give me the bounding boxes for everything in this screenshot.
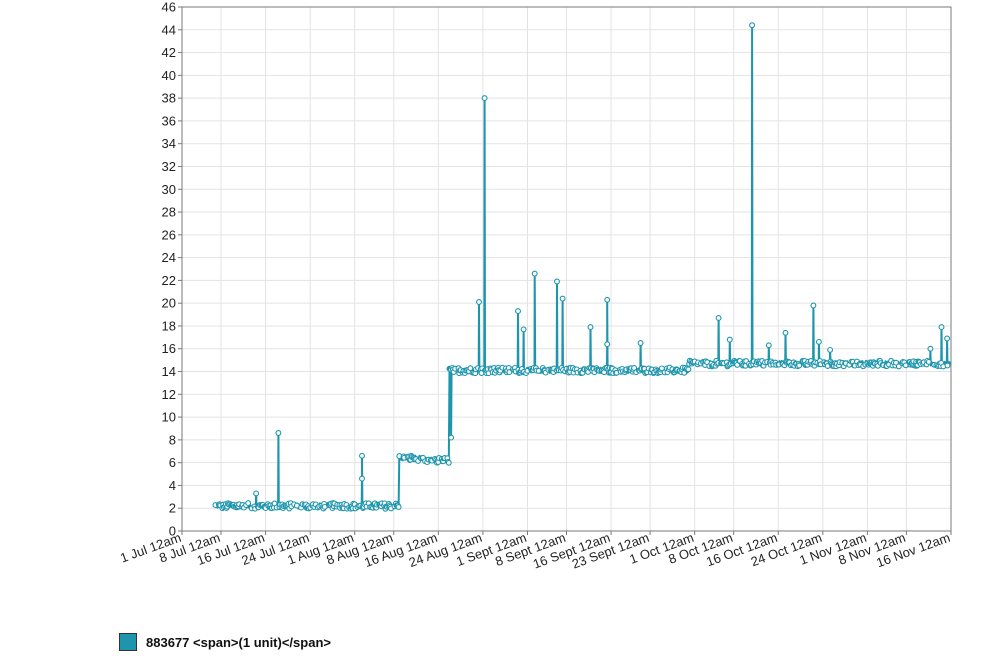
spike-point (604, 341, 611, 348)
y-tick-label: 34 (162, 136, 176, 151)
data-point (944, 362, 951, 369)
y-tick-label: 2 (169, 501, 176, 516)
y-tick-label: 30 (162, 182, 176, 197)
y-tick-label: 44 (162, 22, 176, 37)
y-tick-label: 14 (162, 364, 176, 379)
spike-point (749, 22, 756, 29)
spike-point (481, 95, 488, 102)
y-tick-label: 18 (162, 318, 176, 333)
y-tick-label: 16 (162, 341, 176, 356)
spike-point (765, 342, 772, 349)
spike-point (726, 336, 733, 343)
data-point (395, 504, 402, 510)
spike-point (938, 324, 945, 331)
spike-point (359, 452, 365, 459)
spike-point (253, 490, 260, 497)
spike-point (587, 324, 594, 331)
spike-point (782, 329, 789, 336)
series-plot (212, 22, 952, 512)
y-tick-label: 20 (162, 296, 176, 311)
spike-point (827, 346, 834, 353)
y-tick-label: 4 (169, 478, 176, 493)
y-tick-label: 38 (162, 91, 176, 106)
data-point (685, 366, 692, 373)
y-axis-tick-labels: 0246810121416182022242628303234363840424… (162, 0, 176, 539)
spike-point (604, 296, 611, 303)
y-tick-label: 10 (162, 410, 176, 425)
spike-point (815, 338, 822, 345)
spike-point (554, 278, 560, 285)
y-tick-label: 36 (162, 113, 176, 128)
data-point (245, 500, 252, 507)
spike-point (927, 345, 934, 352)
spike-point (531, 270, 538, 277)
spike-point (559, 295, 566, 302)
y-tick-label: 26 (162, 227, 176, 242)
spike-point (448, 434, 455, 441)
legend-swatch[interactable] (119, 633, 137, 651)
spike-point (637, 340, 644, 346)
spike-point (275, 430, 282, 436)
legend: 883677 <span>(1 unit)</span> (119, 631, 331, 653)
y-tick-label: 6 (169, 455, 176, 470)
spike-point (515, 308, 521, 315)
y-tick-label: 0 (169, 524, 176, 539)
data-point (925, 358, 932, 365)
data-point (796, 362, 803, 369)
y-tick-label: 32 (162, 159, 176, 174)
y-tick-label: 28 (162, 205, 176, 220)
spike-point (944, 335, 951, 342)
data-point (893, 359, 899, 366)
y-tick-label: 24 (162, 250, 176, 265)
spike-point (715, 315, 722, 321)
data-point (535, 367, 542, 374)
spike-point (359, 475, 365, 482)
spike-point (810, 302, 817, 309)
spike-point (520, 326, 527, 333)
y-tick-label: 22 (162, 273, 176, 288)
spike-point (476, 299, 482, 305)
chart-grid (178, 6, 952, 535)
y-tick-label: 46 (162, 0, 176, 15)
y-tick-label: 12 (162, 387, 176, 402)
data-point (445, 459, 452, 466)
plot-frame (181, 6, 952, 532)
y-tick-label: 42 (162, 45, 176, 60)
y-tick-label: 40 (162, 68, 176, 83)
legend-label: 883677 <span>(1 unit)</span> (146, 634, 331, 650)
y-tick-label: 8 (169, 432, 176, 447)
